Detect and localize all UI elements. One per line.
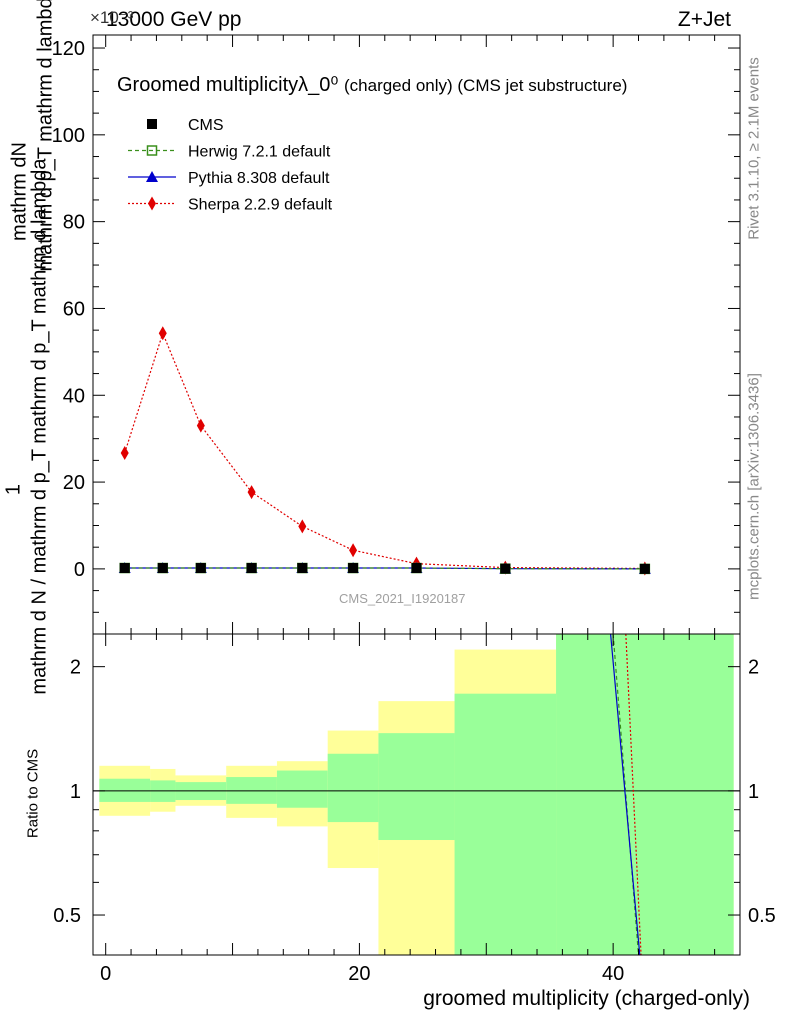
sherpa-point [349,543,358,558]
series-cms [119,563,650,574]
legend-label-cms: CMS [188,117,224,134]
ratio-y-tick-label-right: 2 [748,657,759,679]
ratio-x-tick-label: 20 [348,963,370,985]
main-ylabel-bottom: mathrm d N / mathrm d p_T mathrm d p_T m… [28,158,51,695]
main-y-tick-label: 100 [52,125,85,147]
ratio-x-tick-label: 40 [602,963,624,985]
sherpa-line [124,331,645,570]
main-y-tick-label: 60 [63,298,85,320]
cms-point [500,563,511,574]
legend-entry-cms: CMS [147,117,224,134]
main-y-tick-label: 40 [63,385,85,407]
sherpa-point [196,418,205,433]
chart-title: Groomed multiplicityλ_0⁰ (charged only) … [117,72,627,97]
main-y-tick-label: 0 [74,559,85,581]
header-process-label: Z+Jet [677,8,731,31]
legend-herwig-point [146,145,158,156]
ratio-band-inner [327,753,379,823]
main-y-tick-label: 80 [63,212,85,234]
header-collision-label: 13000 GeV pp [106,8,242,31]
cms-point [119,563,130,574]
watermark: CMS_2021_I1920187 [339,591,466,606]
rivet-label: Rivet 3.1.10, ≥ 2.1M events [745,57,763,240]
main-y-tick-label: 120 [52,38,85,60]
legend-label-pythia: Pythia 8.308 default [188,170,330,187]
ratio-line-sherpa [625,633,642,956]
cms-point [195,563,206,574]
ratio-y-tick-label-right: 0.5 [748,905,776,927]
main-y-axis: 0 20 40 60 80 100 120 [52,38,740,613]
ratio-y-tick-label: 1 [70,781,81,803]
legend-pythia-point [146,171,158,182]
main-y-tick-label: 20 [63,472,85,494]
mcplots-label: mcplots.cern.ch [arXiv:1306.3436] [745,373,763,600]
legend-label-herwig: Herwig 7.2.1 default [188,144,331,161]
ratio-band-inner [454,693,557,955]
ratio-y-tick-label-right: 1 [748,781,759,803]
legend-entry-sherpa: Sherpa 2.2.9 default [128,196,333,214]
chart-title-main: Groomed multiplicityλ_0⁰ [117,74,339,96]
ratio-line-herwig [612,633,640,956]
header-exponent: ×10⁻³ [90,8,134,27]
legend-entry-herwig: Herwig 7.2.1 default [128,144,331,161]
cms-point [297,563,308,574]
ratio-band-inner [99,778,151,802]
ratio-y-axis: 0.5 0.5 1 1 2 2 [53,657,776,927]
legend-label-sherpa: Sherpa 2.2.9 default [188,197,333,214]
cms-point [348,563,359,574]
cms-point [246,563,257,574]
legend-sherpa-point [148,196,156,211]
legend-cms-point [147,119,157,129]
ratio-band-inner [378,733,455,841]
cms-point [639,563,650,574]
sherpa-point [298,519,307,534]
ratio-band-inner [556,634,734,955]
chart-title-suffix: (charged only) (CMS jet substructure) [344,76,628,95]
ratio-band-inner [276,770,328,808]
cms-point [157,563,168,574]
ratio-y-tick-label: 0.5 [53,905,81,927]
sherpa-point [158,326,167,341]
series-sherpa [120,326,649,576]
ratio-panel-frame [92,633,741,956]
ratio-xlabel: groomed multiplicity (charged-only) [423,987,750,1010]
sherpa-point [247,485,256,500]
ratio-line-pythia [610,633,641,956]
ratio-y-tick-label: 2 [70,657,81,679]
ratio-x-tick-label: 0 [100,963,111,985]
legend: CMS Herwig 7.2.1 default Pythia 8.308 defa… [128,117,333,214]
cms-point [411,563,422,574]
main-ylabel-one: 1 [2,483,25,496]
legend-entry-pythia: Pythia 8.308 default [128,170,330,187]
sherpa-point [120,445,129,460]
ratio-ylabel: Ratio to CMS [24,748,42,839]
x-axis: 0 20 40 [100,35,741,985]
